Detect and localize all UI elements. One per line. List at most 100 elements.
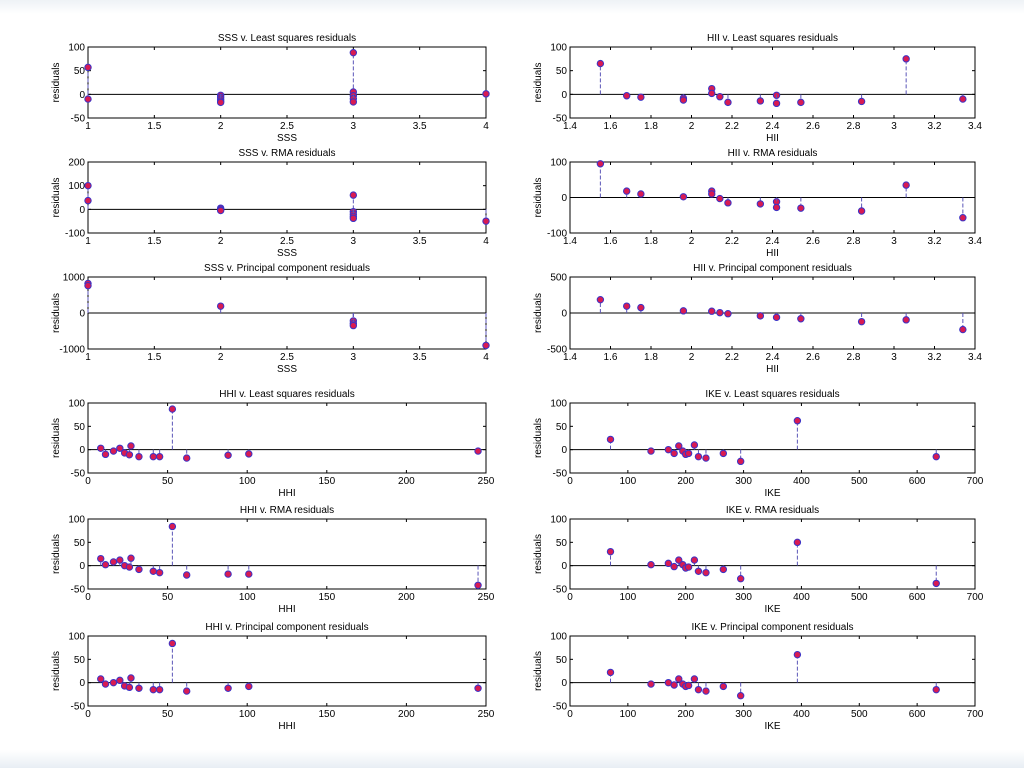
x-tick-label: 1	[85, 352, 91, 363]
residual-point	[155, 568, 164, 577]
x-axis-label: HII	[766, 364, 779, 375]
x-tick-label: 200	[398, 476, 415, 487]
y-tick-label: -50	[553, 585, 568, 596]
x-tick-label: 1.6	[604, 352, 618, 363]
residual-point	[101, 450, 110, 459]
residual-point	[902, 181, 910, 189]
residual-point	[245, 682, 253, 691]
x-axis-label: HHI	[278, 488, 295, 499]
residual-point	[664, 445, 673, 454]
x-tick-label: 600	[909, 709, 926, 720]
residual-point	[84, 281, 92, 290]
x-tick-label: 4	[483, 352, 489, 363]
x-tick-label: 2.2	[725, 121, 739, 132]
x-tick-label: 3	[891, 236, 897, 247]
x-tick-label: 2.6	[806, 352, 820, 363]
x-tick-label: 3	[891, 121, 897, 132]
chart-panel: 1 1.5 2 2.5 3 3.5 4 -50 0 50 100 SSS v. Least squar…	[51, 33, 490, 144]
residual-point	[127, 554, 135, 562]
residual-point	[224, 684, 232, 692]
y-tick-label: -50	[553, 114, 568, 125]
residual-point	[109, 558, 118, 566]
residual-point	[125, 451, 134, 459]
residual-point	[596, 295, 605, 304]
residual-point	[349, 214, 358, 223]
residual-point	[902, 55, 910, 63]
x-tick-label: 400	[793, 476, 810, 487]
x-tick-label: 150	[318, 592, 335, 603]
x-tick-label: 0	[85, 592, 91, 603]
y-axis-label: residuals	[533, 293, 544, 333]
residual-point	[959, 214, 967, 222]
x-tick-label: 1.4	[563, 352, 577, 363]
x-tick-label: 2	[689, 121, 695, 132]
residual-point	[694, 567, 703, 575]
y-tick-label: 100	[550, 43, 567, 54]
x-tick-label: 3.4	[968, 236, 982, 247]
residual-point	[857, 97, 866, 106]
y-tick-label: -50	[71, 114, 86, 125]
x-tick-label: 2	[218, 352, 224, 363]
x-tick-label: 500	[851, 709, 868, 720]
y-tick-label: 50	[556, 422, 568, 433]
chart-title: HII v. RMA residuals	[728, 148, 818, 159]
residual-point	[224, 451, 232, 459]
y-tick-label: 100	[550, 158, 567, 169]
x-tick-label: 2.6	[806, 121, 820, 132]
residual-point	[684, 563, 693, 571]
residual-point	[116, 556, 124, 564]
x-tick-label: 250	[478, 476, 495, 487]
residual-point	[623, 187, 631, 195]
plot-frame	[569, 635, 976, 707]
residual-point	[349, 98, 358, 106]
residual-point	[716, 308, 724, 317]
plot-frame	[569, 46, 976, 119]
residual-point	[84, 63, 92, 72]
residual-point	[109, 678, 118, 687]
residual-point	[101, 680, 110, 688]
residual-point	[84, 196, 92, 205]
residual-point	[772, 203, 781, 212]
y-axis-label: residuals	[51, 177, 62, 217]
residual-point	[708, 89, 716, 98]
residual-point	[690, 441, 699, 449]
x-tick-label: 2	[689, 352, 695, 363]
y-tick-label: 0	[79, 309, 85, 320]
y-tick-label: 0	[79, 561, 85, 572]
chart-title: SSS v. Least squares residuals	[218, 33, 356, 44]
residual-point	[125, 683, 134, 692]
residual-point	[149, 567, 157, 575]
x-tick-label: 2.8	[847, 236, 861, 247]
residual-point	[679, 193, 688, 201]
x-tick-label: 1.8	[644, 236, 658, 247]
chart-title: IKE v. Least squares residuals	[705, 389, 839, 400]
y-tick-label: 0	[561, 561, 567, 572]
residual-point	[694, 452, 703, 461]
residual-point	[97, 444, 105, 452]
residual-point	[116, 444, 124, 452]
chart-title: SSS v. Principal component residuals	[204, 263, 370, 274]
x-tick-label: 500	[851, 476, 868, 487]
residual-point	[724, 310, 732, 318]
residual-point	[183, 454, 191, 462]
residual-point	[670, 562, 678, 571]
x-tick-label: 200	[677, 709, 694, 720]
x-tick-label: 2.2	[725, 236, 739, 247]
y-tick-label: 50	[556, 66, 568, 77]
residual-point	[135, 565, 143, 574]
x-tick-label: 700	[967, 592, 984, 603]
residual-point	[690, 556, 699, 564]
residual-point	[932, 452, 940, 461]
plot-frame	[87, 161, 487, 234]
residual-point	[756, 312, 765, 320]
residual-point	[959, 95, 967, 103]
x-tick-label: 2.4	[766, 352, 780, 363]
y-tick-label: 0	[561, 90, 567, 101]
residual-point	[793, 650, 802, 659]
x-tick-label: 1.4	[563, 121, 577, 132]
x-tick-label: 200	[398, 709, 415, 720]
x-tick-label: 2.5	[280, 352, 294, 363]
x-tick-label: 3.5	[413, 236, 427, 247]
